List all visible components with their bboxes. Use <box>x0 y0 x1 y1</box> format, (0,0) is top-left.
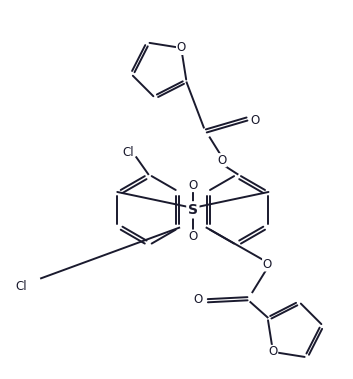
Text: O: O <box>251 114 260 127</box>
Text: Cl: Cl <box>16 280 27 293</box>
Text: O: O <box>268 345 278 359</box>
Text: Cl: Cl <box>122 146 134 159</box>
Text: O: O <box>188 179 197 191</box>
Text: O: O <box>263 258 272 271</box>
Text: O: O <box>176 41 186 55</box>
Text: O: O <box>217 154 226 167</box>
Text: O: O <box>188 230 197 243</box>
Text: S: S <box>188 203 198 217</box>
Text: O: O <box>193 293 203 305</box>
